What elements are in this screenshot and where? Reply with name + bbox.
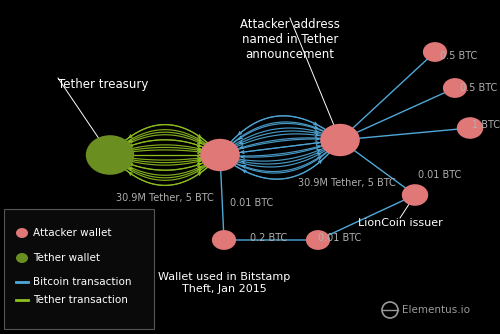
Text: 30.9M Tether, 5 BTC: 30.9M Tether, 5 BTC (116, 193, 214, 203)
Text: Bitcoin transaction: Bitcoin transaction (33, 277, 132, 287)
Text: 0.5 BTC: 0.5 BTC (460, 83, 497, 93)
Ellipse shape (16, 253, 28, 263)
Text: Attacker wallet: Attacker wallet (33, 228, 112, 238)
Ellipse shape (423, 42, 447, 62)
Text: Tether transaction: Tether transaction (33, 295, 128, 305)
Text: 1 BTC: 1 BTC (472, 120, 500, 130)
Ellipse shape (200, 139, 240, 171)
Text: 0.01 BTC: 0.01 BTC (230, 198, 273, 208)
Text: 0.01 BTC: 0.01 BTC (318, 233, 361, 243)
Ellipse shape (306, 230, 330, 250)
Text: 0.01 BTC: 0.01 BTC (418, 170, 461, 180)
Text: Tether treasury: Tether treasury (58, 78, 148, 91)
Text: Tether wallet: Tether wallet (33, 253, 100, 263)
Ellipse shape (402, 184, 428, 206)
Ellipse shape (212, 230, 236, 250)
Ellipse shape (457, 117, 483, 139)
Text: 0.2 BTC: 0.2 BTC (250, 233, 287, 243)
Text: LionCoin issuer: LionCoin issuer (358, 218, 442, 228)
Text: Attacker address
named in Tether
announcement: Attacker address named in Tether announc… (240, 18, 340, 61)
Ellipse shape (16, 228, 28, 238)
Ellipse shape (443, 78, 467, 98)
Ellipse shape (320, 124, 360, 156)
FancyBboxPatch shape (4, 209, 154, 329)
Ellipse shape (86, 135, 134, 175)
Text: 0.5 BTC: 0.5 BTC (440, 51, 477, 61)
Text: 30.9M Tether, 5 BTC: 30.9M Tether, 5 BTC (298, 178, 396, 188)
Text: Elementus.io: Elementus.io (402, 305, 470, 315)
Text: Wallet used in Bitstamp
Theft, Jan 2015: Wallet used in Bitstamp Theft, Jan 2015 (158, 272, 290, 294)
